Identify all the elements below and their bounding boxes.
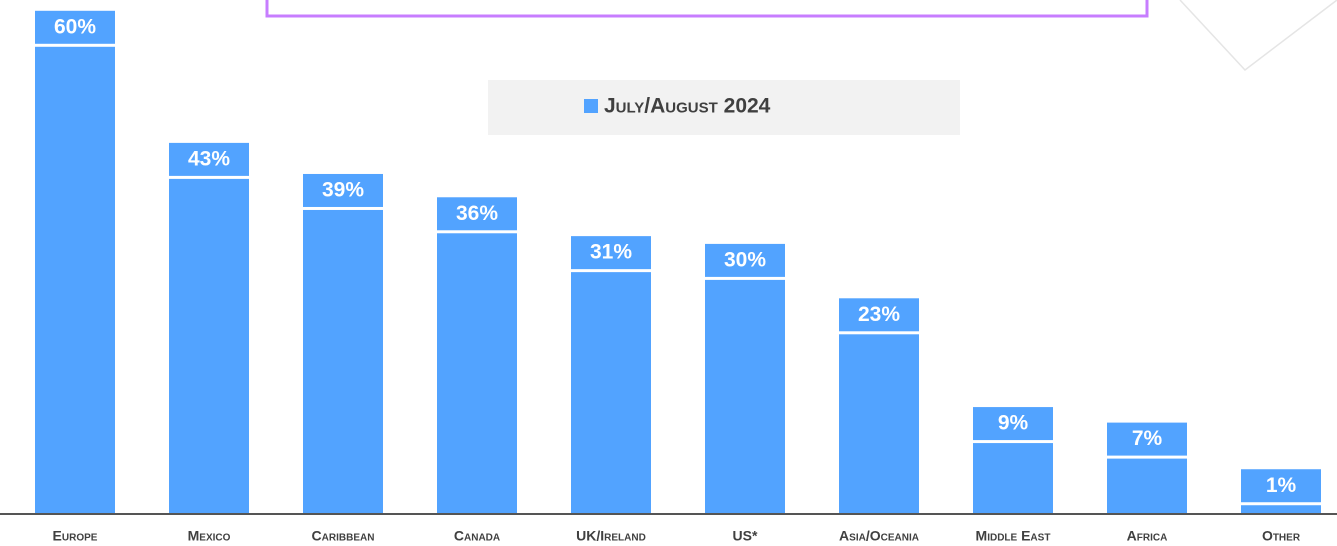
value-label-box <box>1107 422 1187 456</box>
value-label: 31% <box>590 241 632 264</box>
bar <box>437 233 517 513</box>
value-label-box <box>437 197 517 231</box>
bar <box>973 443 1053 513</box>
value-label-box <box>839 298 919 332</box>
x-tick-label: Europe <box>53 528 98 544</box>
value-label: 60% <box>54 15 96 38</box>
value-label-box <box>169 142 249 176</box>
x-tick-label: Mexico <box>188 528 231 544</box>
bar <box>571 272 651 513</box>
bar <box>169 178 249 513</box>
value-label-box <box>705 243 785 277</box>
x-tick-label: Caribbean <box>312 528 375 544</box>
bar <box>303 209 383 513</box>
x-tick-label: UK/Ireland <box>576 528 646 544</box>
bar <box>35 46 115 514</box>
value-label-box <box>1241 469 1321 503</box>
value-label: 1% <box>1266 474 1297 497</box>
legend-swatch <box>584 99 598 113</box>
value-label: 9% <box>998 412 1029 435</box>
x-tick-label: Middle East <box>976 528 1051 544</box>
bar <box>1241 505 1321 513</box>
bar <box>839 334 919 513</box>
legend-label: July/August 2024 <box>604 95 771 118</box>
value-label-box <box>303 173 383 207</box>
decoration <box>1179 0 1337 72</box>
value-label: 36% <box>456 202 498 225</box>
x-tick-label: US* <box>733 528 758 544</box>
value-label-box <box>35 10 115 44</box>
value-label: 7% <box>1132 427 1163 450</box>
value-label: 23% <box>858 303 900 326</box>
x-tick-label: Africa <box>1127 528 1168 544</box>
bar <box>1107 458 1187 513</box>
x-tick-label: Asia/Oceania <box>839 528 919 544</box>
header-frame <box>265 0 1149 18</box>
value-label-box <box>571 236 651 270</box>
x-tick-label: Other <box>1262 528 1301 544</box>
value-label: 30% <box>724 248 766 271</box>
value-label: 43% <box>188 147 230 170</box>
bar <box>705 279 785 513</box>
x-tick-label: Canada <box>454 528 500 544</box>
value-label: 39% <box>322 179 364 202</box>
legend <box>488 80 960 135</box>
value-label-box <box>973 407 1053 441</box>
